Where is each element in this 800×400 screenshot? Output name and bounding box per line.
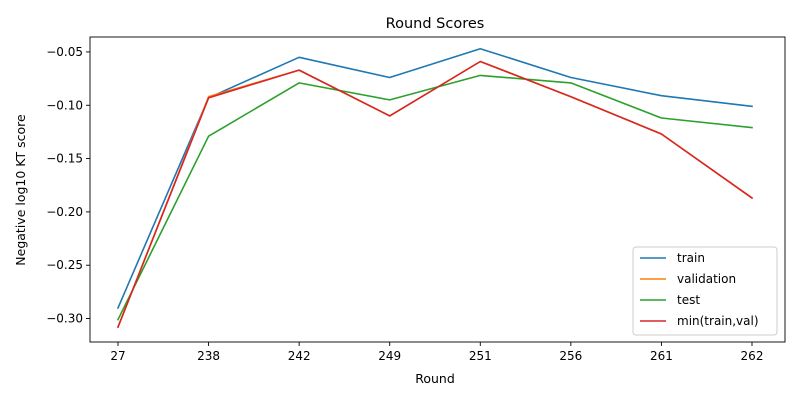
legend-label: train bbox=[677, 251, 705, 265]
y-axis: −0.30 −0.25 −0.20 −0.15 −0.10 −0.05 bbox=[46, 45, 90, 326]
plot-frame bbox=[89, 36, 786, 343]
x-axis: 27 238 242 249 251 256 261 262 bbox=[110, 342, 763, 363]
legend: train validation test min(train,val) bbox=[632, 246, 778, 336]
y-tick-label: −0.25 bbox=[46, 258, 83, 272]
y-tick-label: −0.15 bbox=[46, 152, 83, 166]
legend-label: min(train,val) bbox=[677, 314, 759, 328]
series-line-train bbox=[116, 47, 753, 309]
x-tick-label: 251 bbox=[469, 349, 492, 363]
chart-title: Round Scores bbox=[386, 16, 485, 32]
x-tick-label: 238 bbox=[197, 349, 220, 363]
x-tick-label: 261 bbox=[650, 349, 673, 363]
x-tick-label: 27 bbox=[110, 349, 125, 363]
x-tick-label: 262 bbox=[741, 349, 764, 363]
series-line-min-train-val bbox=[116, 60, 754, 329]
y-tick-label: −0.05 bbox=[46, 45, 83, 59]
x-tick-label: 242 bbox=[288, 349, 311, 363]
series-layer bbox=[116, 47, 754, 329]
y-axis-label: Negative log10 KT score bbox=[13, 114, 28, 266]
x-axis-label: Round bbox=[415, 371, 455, 386]
legend-label: validation bbox=[677, 272, 736, 286]
legend-box bbox=[632, 246, 778, 336]
y-tick-label: −0.10 bbox=[46, 98, 83, 112]
legend-label: test bbox=[677, 293, 700, 307]
series-line-test bbox=[116, 74, 753, 321]
y-tick-label: −0.20 bbox=[46, 205, 83, 219]
x-tick-label: 249 bbox=[378, 349, 401, 363]
y-tick-label: −0.30 bbox=[46, 312, 83, 326]
x-tick-label: 256 bbox=[559, 349, 582, 363]
